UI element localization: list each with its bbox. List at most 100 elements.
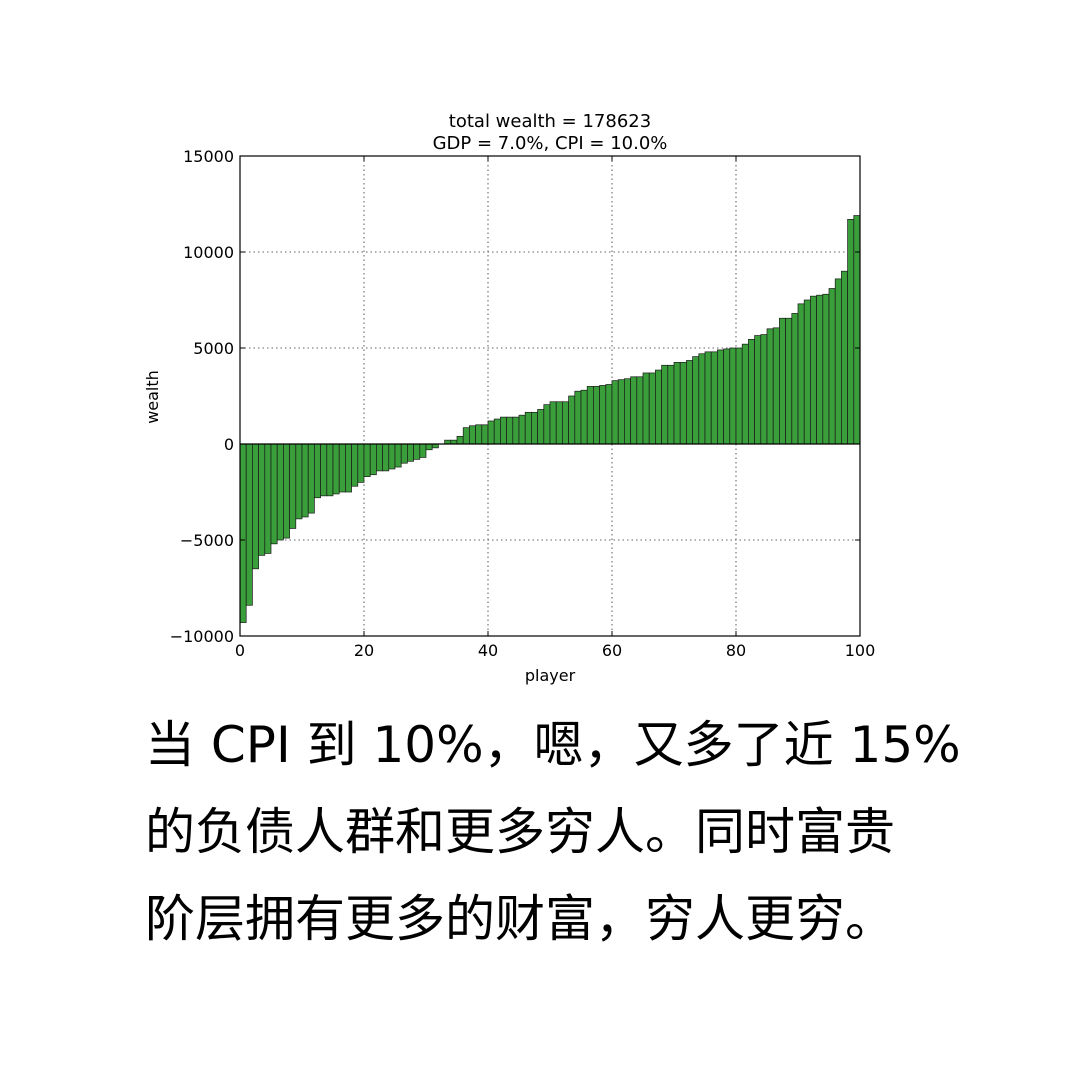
bar (841, 270, 848, 445)
caption-text: 当 CPI 到 10%，嗯，又多了近 15% 的负债人群和更多穷人。同时富贵 阶… (145, 702, 1045, 963)
bar (524, 411, 532, 445)
bar (617, 379, 625, 445)
bar (698, 353, 706, 445)
bar (679, 362, 687, 445)
bar (710, 351, 718, 445)
bar (816, 294, 824, 445)
bar (258, 443, 266, 556)
bar (766, 328, 774, 445)
bar (636, 376, 644, 445)
bar (686, 360, 693, 445)
y-tick-label: −5000 (180, 531, 234, 550)
bar (822, 293, 830, 445)
bar (394, 443, 402, 468)
chart-subtitle: GDP = 7.0%, CPI = 10.0% (433, 133, 668, 154)
bar (785, 317, 793, 445)
bar (741, 343, 749, 445)
bar (481, 424, 489, 445)
bar (239, 443, 247, 623)
bar (673, 362, 681, 445)
bar (283, 443, 290, 539)
bar (419, 443, 427, 458)
bar (630, 376, 638, 445)
bar (345, 443, 352, 493)
bar (586, 386, 594, 445)
bar (425, 443, 433, 451)
bar (704, 351, 712, 445)
bar (847, 219, 855, 445)
bar (307, 443, 315, 514)
bar (574, 390, 582, 445)
bar (772, 327, 780, 445)
y-tick-label: −10000 (170, 627, 234, 646)
bar (648, 372, 656, 445)
bar (605, 384, 613, 445)
y-tick-label: 15000 (183, 147, 234, 166)
bar (599, 385, 607, 445)
chart-bars (239, 215, 861, 623)
bar (462, 427, 470, 445)
bar (388, 443, 396, 470)
bar (580, 389, 588, 445)
bar (500, 416, 507, 445)
bar (723, 348, 731, 445)
bar (289, 443, 297, 529)
bar (376, 443, 383, 472)
bar (661, 364, 669, 445)
caption-line: 的负债人群和更多穷人。同时富贵 (145, 803, 895, 861)
bar (270, 443, 278, 545)
x-axis-ticks: 0 20 40 60 80 100 (235, 156, 875, 660)
bar (779, 317, 786, 445)
bar (834, 278, 842, 445)
bar (549, 401, 557, 445)
bar (828, 288, 836, 445)
bar (791, 313, 799, 445)
bar (754, 335, 762, 445)
bar (642, 372, 650, 445)
bar (400, 443, 408, 464)
bar (512, 416, 520, 445)
bar (803, 299, 811, 445)
bar (562, 401, 569, 445)
x-axis-label: player (525, 666, 576, 685)
y-axis-ticks: 15000 10000 5000 0 −5000 −10000 (170, 147, 860, 646)
caption-line: 当 CPI 到 10%，嗯，又多了近 15% (145, 716, 961, 774)
bar (382, 443, 390, 472)
x-tick-label: 0 (235, 641, 245, 660)
bar (487, 420, 495, 445)
bar (413, 443, 421, 460)
bar (853, 215, 861, 445)
bar (537, 409, 545, 445)
bar (518, 414, 526, 445)
x-tick-label: 80 (726, 641, 746, 660)
y-tick-label: 0 (224, 435, 234, 454)
bar (245, 443, 253, 606)
bar (357, 443, 365, 483)
bar (456, 435, 464, 445)
bar (735, 347, 743, 445)
y-tick-label: 10000 (183, 243, 234, 262)
bar (338, 443, 346, 493)
x-tick-label: 60 (602, 641, 622, 660)
plot-area-frame (239, 155, 861, 637)
bar (314, 443, 321, 499)
bar (369, 443, 377, 476)
bar (611, 380, 619, 445)
bar (295, 443, 303, 520)
caption-line: 阶层拥有更多的财富，穷人更穷。 (145, 890, 895, 948)
x-tick-label: 40 (478, 641, 498, 660)
bar (320, 443, 328, 497)
bar (593, 386, 600, 445)
bar (555, 401, 563, 445)
bar (760, 334, 768, 445)
bar (667, 364, 675, 445)
x-tick-label: 20 (354, 641, 374, 660)
bar (326, 443, 334, 497)
bar (475, 424, 483, 445)
bar (624, 378, 631, 445)
bar (332, 443, 340, 495)
bar (264, 443, 272, 554)
bar (531, 411, 538, 445)
y-axis-label: wealth (143, 370, 162, 424)
bar (810, 295, 817, 445)
